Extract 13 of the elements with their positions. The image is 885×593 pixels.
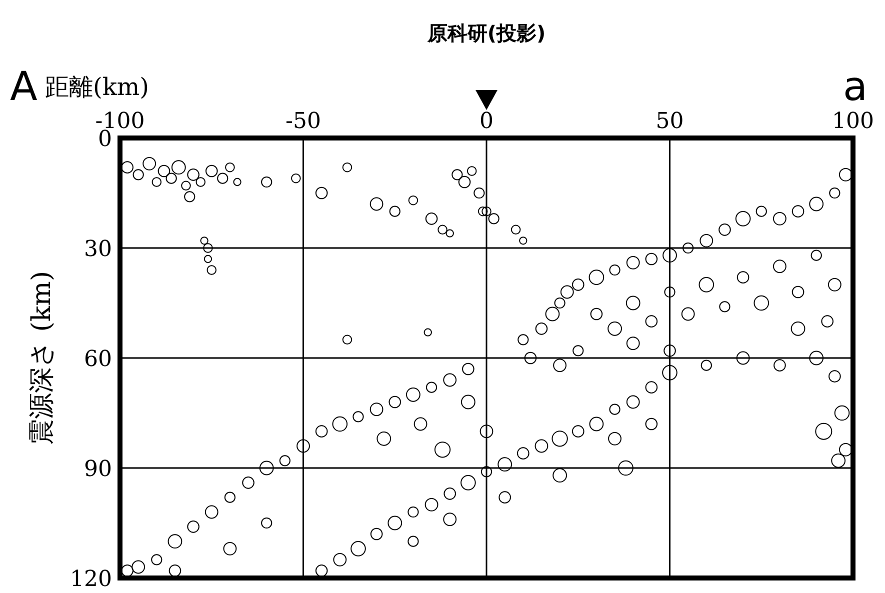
y-tick-label: 90	[84, 457, 112, 482]
x-tick-label: -50	[286, 109, 321, 134]
y-tick-label: 60	[84, 347, 112, 372]
x-tick-label: 50	[656, 109, 684, 134]
x-axis-title: 距離(km)	[45, 73, 150, 101]
y-tick-label: 120	[70, 567, 112, 592]
x-tick-label: 0	[480, 109, 494, 134]
y-axis-title: 震源深さ (km)	[27, 271, 57, 445]
x-tick-label: 100	[832, 109, 874, 134]
text: a	[843, 64, 868, 110]
annotation: 原科研(投影)	[427, 21, 546, 110]
y-tick-label: 30	[84, 237, 112, 262]
text: A	[10, 64, 38, 110]
